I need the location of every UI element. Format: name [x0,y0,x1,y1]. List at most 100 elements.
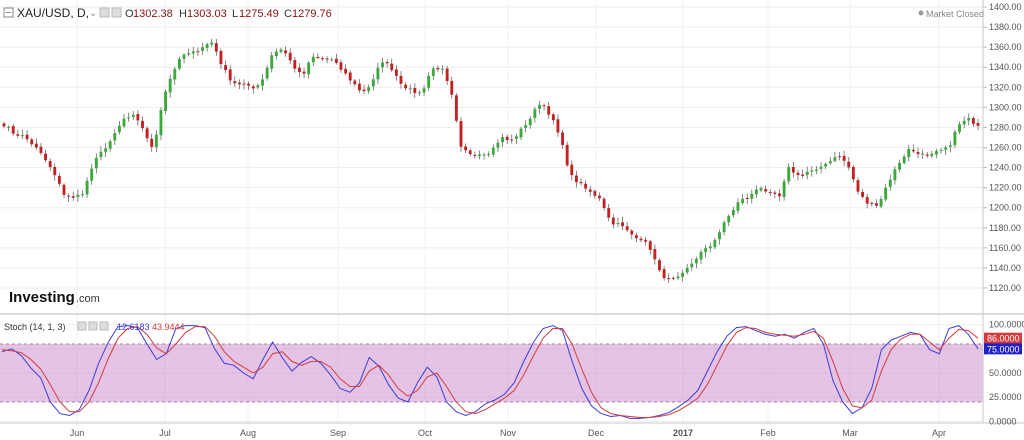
candle-up [759,188,763,191]
candle-down [745,197,749,199]
candle-down [593,191,597,196]
candle-down [339,62,343,70]
candle-up [307,62,311,75]
candle-down [925,154,929,156]
stoch-hide-icon[interactable] [88,321,98,331]
collapse-icon[interactable] [3,7,14,18]
candle-up [731,209,735,216]
candle-up [681,272,684,277]
candle-down [404,84,408,89]
candle-down [48,161,52,168]
price-tick-label: 1160.00 [989,243,1021,253]
open-value: 1302.38 [133,8,173,20]
candle-down [57,176,61,184]
candle-up [685,267,689,273]
candle-up [676,276,680,279]
candle-down [344,68,348,74]
candle-up [958,124,961,132]
stoch-d-value: 43.9444 [152,322,185,332]
candle-down [325,58,329,60]
candle-down [450,80,454,95]
candle-up [888,179,892,187]
stoch-close-icon[interactable] [99,321,109,331]
candle-down [634,235,638,239]
candle-up [524,125,528,128]
candle-up [722,222,726,233]
candle-up [519,128,523,138]
candle-down [916,152,920,155]
candle-up [205,44,209,49]
stoch-settings-icon[interactable] [77,321,87,331]
candle-down [662,269,666,279]
stoch-tick-label: 0.0000 [989,416,1017,426]
chevron-down-icon[interactable]: ⌄ [89,8,97,19]
candle-up [201,47,204,51]
candle-down [911,149,915,152]
candle-up [85,180,89,195]
candle-down [625,226,629,231]
candle-down [321,58,324,60]
candle-up [21,135,24,137]
symbol-label[interactable]: XAU/USD, D, [17,6,89,20]
time-axis[interactable]: Jun Jul Aug Sep Oct Nov Dec 2017 Feb Mar Apr [70,428,946,438]
candle-up [99,151,103,158]
candle-up [921,153,925,155]
time-tick-label: Nov [500,428,517,438]
candle-up [173,69,177,80]
candle-down [565,144,569,166]
candle-up [441,68,444,70]
candle-up [311,56,315,63]
candle-down [505,136,509,141]
price-axis[interactable]: 1400.00 1380.00 1360.00 1340.00 1320.00 1300.… [983,2,1022,293]
candle-up [819,166,823,169]
candle-down [39,146,43,154]
low-value: 1275.49 [239,8,279,20]
candle-up [261,79,264,86]
candle-up [690,263,694,268]
candle-up [953,131,957,146]
candle-down [588,189,592,192]
candle-down [870,202,874,204]
price-tick-label: 1300.00 [989,102,1022,112]
candle-up [907,148,911,158]
candle-down [237,82,241,85]
candle-up [371,79,375,87]
candle-down [62,184,66,195]
market-status: Market Closed [918,9,984,19]
candle-up [265,67,269,79]
candle-down [2,123,6,127]
candle-up [828,160,832,164]
candle-down [630,230,634,235]
candle-down [251,86,255,89]
candle-up [159,110,163,136]
candle-down [556,119,560,133]
candle-up [787,167,791,182]
candle-down [510,139,514,141]
candle-up [7,126,11,128]
low-label: L [232,8,238,20]
candle-up [210,42,214,45]
settings-icon[interactable] [99,7,110,18]
candle-up [736,202,740,211]
stoch-label[interactable]: Stoch (14, 1, 3) [4,322,66,332]
candle-up [699,252,703,260]
candle-down [316,56,320,58]
hide-icon[interactable] [111,7,122,18]
candle-down [842,155,846,161]
candle-down [219,50,223,65]
candle-down [459,121,463,147]
candle-down [136,114,140,121]
candle-down [653,249,657,260]
candle-up [94,157,98,169]
candle-down [302,71,306,74]
candle-up [879,199,883,207]
candle-up [279,49,283,52]
price-tick-label: 1140.00 [989,263,1021,273]
candle-up [805,171,809,176]
logo-suffix: .com [76,293,100,305]
candle-down [454,95,458,121]
candle-up [104,148,107,152]
candle-up [967,118,971,121]
candle-down [67,195,71,197]
candle-up [824,163,828,167]
